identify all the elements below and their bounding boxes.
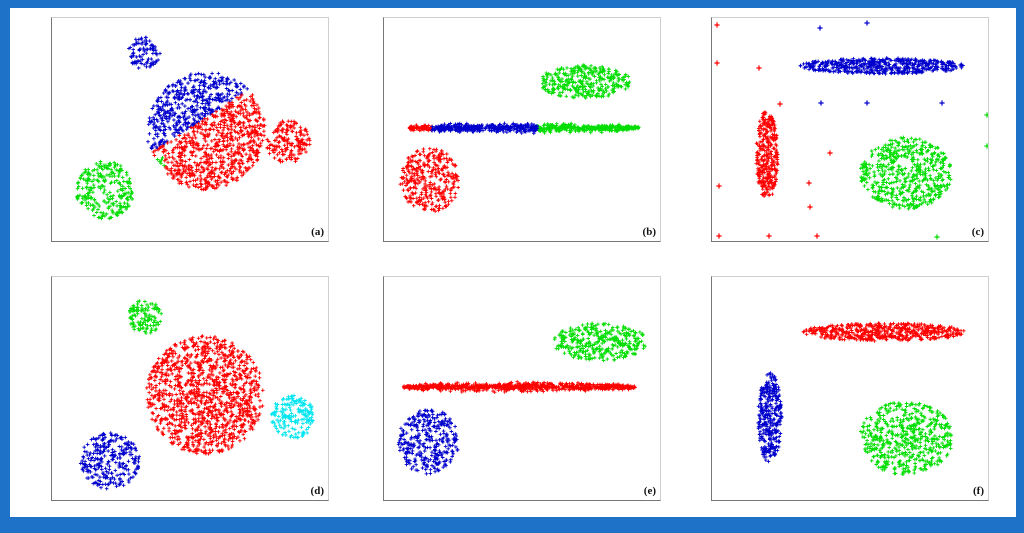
outlier-point xyxy=(864,20,870,26)
cluster-points-blue-f xyxy=(756,371,784,464)
scatter-panel-f: (f) xyxy=(711,276,989,501)
scatter-plot-e xyxy=(396,321,647,476)
cluster-points-blue-b xyxy=(430,121,539,136)
panel-label-d: (d) xyxy=(310,485,324,497)
outlier-point xyxy=(714,22,720,28)
panel-label-b: (b) xyxy=(642,226,656,238)
cluster-points-red-b xyxy=(398,123,460,214)
outlier-point xyxy=(766,233,772,239)
outlier-point xyxy=(756,65,762,71)
cluster-points-cyan-d xyxy=(269,393,315,440)
cluster-points-red-e xyxy=(401,379,637,394)
outlier-point xyxy=(716,233,722,239)
slide-frame-top xyxy=(0,0,1024,8)
scatter-panel-c: (c) xyxy=(711,17,989,242)
panel-label-e: (e) xyxy=(643,485,656,497)
outlier-point xyxy=(716,183,722,189)
outlier-point xyxy=(818,100,824,106)
cluster-points-green-d xyxy=(128,299,163,335)
scatter-panel-d: (d) xyxy=(51,276,329,501)
scatter-plot-b xyxy=(398,63,641,214)
panel-label-c: (c) xyxy=(971,226,984,238)
outlier-point xyxy=(817,25,823,31)
outlier-point xyxy=(714,60,720,66)
cluster-points-blue-a xyxy=(127,35,249,151)
scatter-panel-e: (e) xyxy=(383,276,661,501)
slide-frame-right xyxy=(1016,0,1024,533)
scatter-plot-d xyxy=(78,299,315,491)
cluster-points-green-e xyxy=(552,321,647,363)
scatter-plot-a xyxy=(75,35,312,221)
cluster-points-green-f xyxy=(859,401,953,476)
scatter-plot-c xyxy=(714,20,988,240)
cluster-points-green-c xyxy=(858,135,953,211)
outlier-point xyxy=(864,100,870,106)
scatter-plot-f xyxy=(756,321,966,476)
outlier-point xyxy=(807,204,813,210)
cluster-points-blue-d xyxy=(78,431,141,491)
scatter-panel-a: (a) xyxy=(51,17,329,242)
slide-frame-left xyxy=(0,0,10,533)
slide-frame-bottom xyxy=(0,517,1024,533)
outlier-point xyxy=(814,233,820,239)
panel-label-f: (f) xyxy=(973,485,984,497)
cluster-points-green-a xyxy=(75,156,166,221)
scatter-panel-b: (b) xyxy=(383,17,661,242)
cluster-points-red-f xyxy=(801,321,966,343)
panel-label-a: (a) xyxy=(311,226,324,238)
cluster-points-red-a xyxy=(151,93,312,192)
cluster-points-blue-c xyxy=(798,56,965,76)
outlier-point xyxy=(827,150,833,156)
outlier-point xyxy=(934,234,940,240)
cluster-points-green-b xyxy=(535,63,641,135)
outlier-point xyxy=(806,180,812,186)
cluster-points-blue-e xyxy=(396,408,460,476)
outlier-point xyxy=(984,112,988,118)
cluster-points-red-c xyxy=(754,110,780,198)
outlier-point xyxy=(984,143,988,149)
outlier-point xyxy=(777,101,783,107)
outlier-point xyxy=(939,100,945,106)
cluster-points-red-d xyxy=(145,334,265,456)
